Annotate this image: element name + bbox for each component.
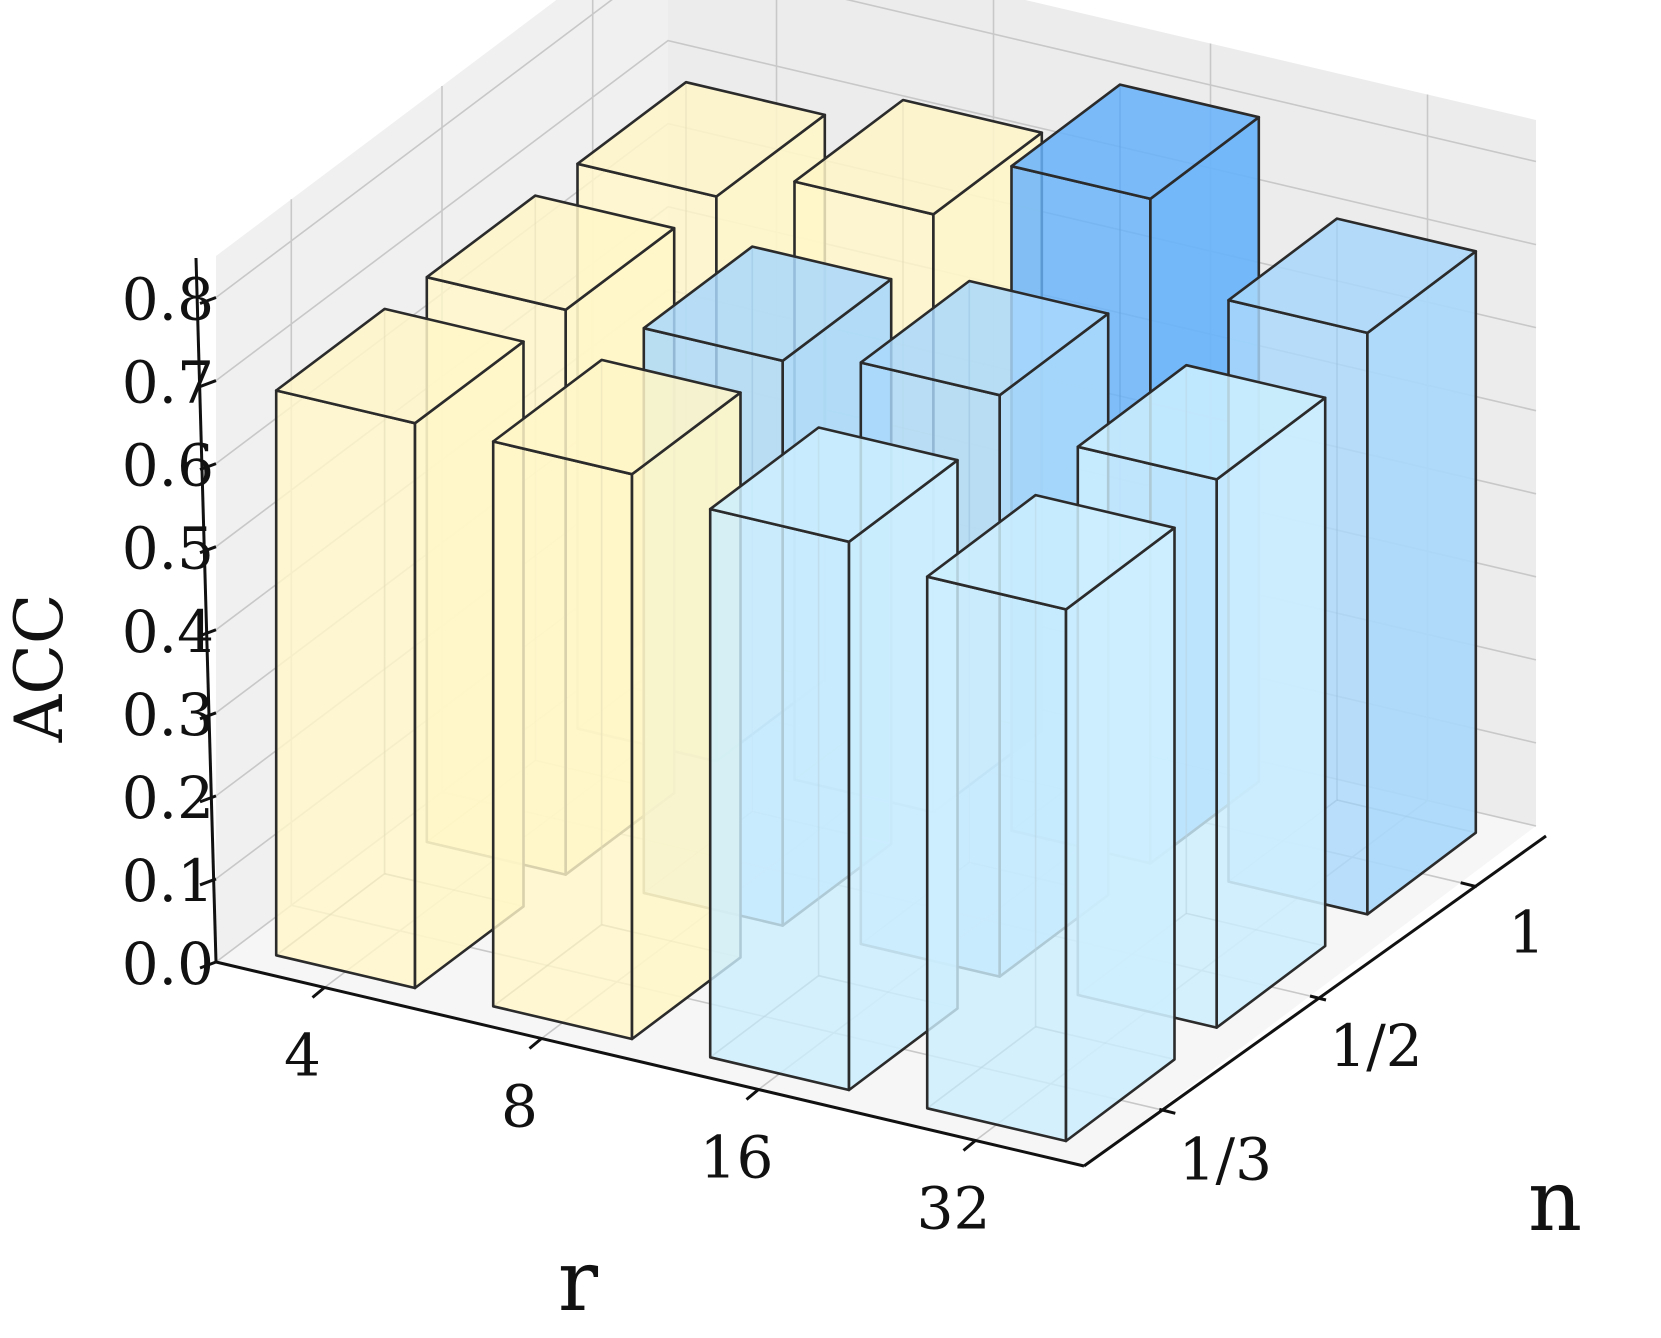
axes [194,257,1547,1168]
x-tick [528,1037,543,1050]
bar-r16-n1/3 [708,426,959,1092]
y-tick [1460,881,1478,889]
y-tick-label: 1/3 [1179,1125,1272,1193]
z-tick-label: 0.0 [122,930,214,998]
z-tick-label: 0.2 [122,764,214,832]
bar-r32-n1/3 [925,493,1176,1143]
z-tick-label: 0.4 [122,598,214,666]
y-tick-label: 1/2 [1329,1012,1422,1080]
z-tick-label: 0.7 [122,349,214,417]
x-tick-label: 32 [917,1175,991,1243]
z-tick-label: 0.5 [122,515,214,583]
bar-top-face [425,194,676,312]
z-tick-label: 0.6 [122,432,214,500]
z-axis-label: ACC [1,594,78,744]
bar-top-face [642,245,893,363]
x-tick [311,986,326,999]
x-tick [745,1088,760,1101]
bar-front-face [708,507,851,1092]
z-tick [199,711,217,721]
z-tick-label: 0.1 [122,847,214,915]
axis-labels: ACC r n 0.0 0.1 0.2 0.3 0.4 0.5 0.6 0.7 0.8 4 8 16 3… [1,266,1582,1330]
bar-front-face [274,389,417,990]
y-tick-label: 1 [1508,899,1545,967]
bar-side-face [1366,250,1478,916]
x-tick-label: 4 [284,1022,321,1090]
bar-front-face [925,575,1068,1143]
x-axis-line [215,960,1085,1168]
bar-top-face [793,98,1044,216]
z-grid-line [215,0,1537,299]
bar-top-face [576,80,827,198]
bar-r4-n1/3 [274,307,525,990]
bars [274,80,1478,1143]
bar-top-face [925,493,1176,611]
bar-side-face [1215,396,1327,1029]
z-axis-line [194,257,218,963]
bar-top-face [1010,83,1261,201]
z-tick [199,960,217,970]
x-axis-label: r [558,1232,599,1330]
bar-top-face [1227,217,1478,335]
bar-r8-n1/3 [491,358,742,1041]
z-tick [199,462,217,472]
z-tick [199,628,217,638]
y-tick [1309,994,1327,1002]
z-tick [199,296,217,305]
x-tick [962,1139,977,1152]
z-tick [199,379,217,388]
z-tick [199,545,217,555]
y-tick [1158,1107,1176,1115]
y-axis-label: n [1528,1152,1582,1250]
z-tick [199,877,217,887]
bar-top-face [708,426,959,544]
bar-front-face [491,440,634,1041]
z-tick-label: 0.3 [122,681,214,749]
bar-top-face [1076,363,1327,481]
bar-side-face [1064,526,1176,1143]
bar-top-face [859,279,1110,397]
x-tick-label: 16 [700,1124,774,1192]
z-tick-label: 0.8 [122,266,214,334]
bar-top-face [274,307,525,425]
z-tick [199,794,217,804]
bar-top-face [491,358,742,476]
x-tick-label: 8 [501,1073,538,1141]
